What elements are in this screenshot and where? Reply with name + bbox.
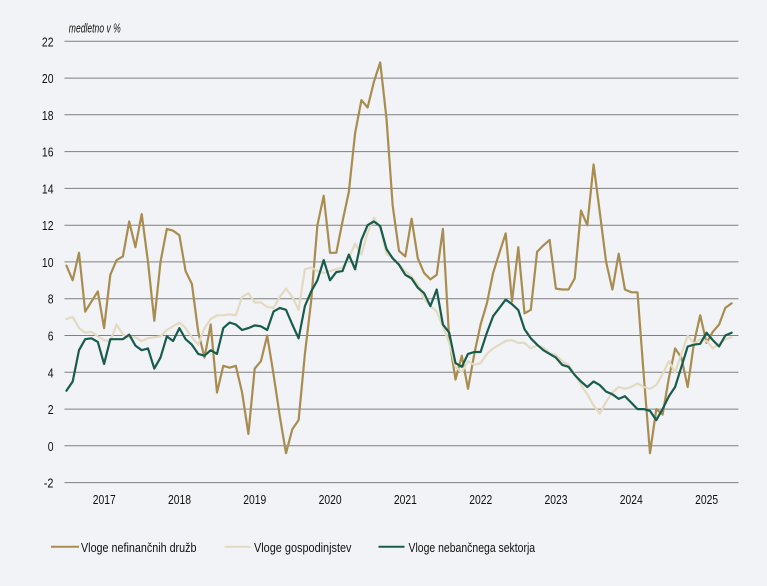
svg-text:Vloge nefinančnih družb: Vloge nefinančnih družb	[81, 540, 197, 555]
svg-text:2019: 2019	[243, 492, 266, 507]
svg-text:-2: -2	[44, 476, 54, 491]
svg-text:2022: 2022	[469, 492, 492, 507]
svg-text:2025: 2025	[695, 492, 718, 507]
svg-text:6: 6	[48, 329, 54, 344]
svg-text:2021: 2021	[394, 492, 417, 507]
svg-text:14: 14	[42, 181, 54, 196]
svg-text:12: 12	[42, 218, 54, 233]
svg-text:2017: 2017	[93, 492, 116, 507]
svg-text:Vloge nebančnega sektorja: Vloge nebančnega sektorja	[409, 540, 536, 555]
svg-text:0: 0	[48, 439, 54, 454]
svg-text:10: 10	[42, 255, 54, 270]
svg-text:medletno v %: medletno v %	[69, 20, 121, 35]
svg-text:2018: 2018	[168, 492, 191, 507]
svg-text:20: 20	[42, 71, 54, 86]
svg-text:2: 2	[48, 402, 54, 417]
svg-text:2024: 2024	[620, 492, 643, 507]
svg-text:4: 4	[48, 365, 54, 380]
svg-text:8: 8	[48, 292, 54, 307]
svg-text:Vloge gospodinjstev: Vloge gospodinjstev	[254, 540, 352, 555]
svg-text:2023: 2023	[545, 492, 568, 507]
svg-text:2020: 2020	[319, 492, 342, 507]
svg-text:16: 16	[42, 145, 54, 160]
svg-text:18: 18	[42, 108, 54, 123]
svg-text:22: 22	[42, 34, 54, 49]
